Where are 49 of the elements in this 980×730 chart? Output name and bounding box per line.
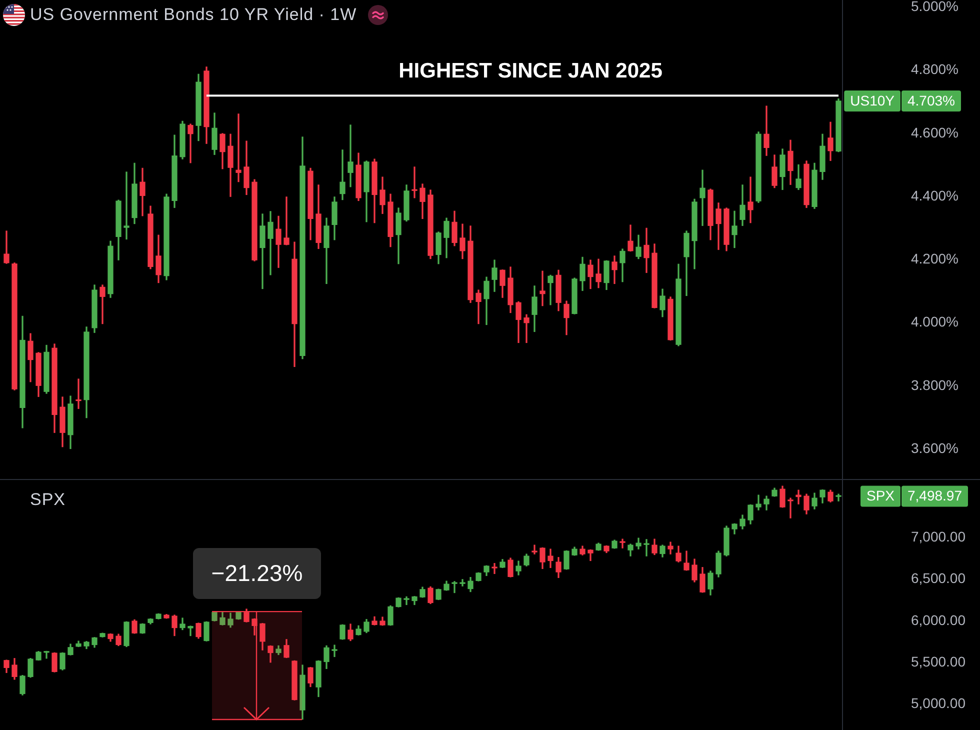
y-tick-label: 3.800%	[911, 376, 958, 393]
candlestick	[412, 166, 418, 198]
candlestick	[524, 314, 530, 344]
candlestick	[748, 176, 754, 224]
candlestick	[452, 581, 458, 594]
candlestick	[756, 494, 762, 510]
candlestick	[492, 563, 498, 574]
candlestick	[644, 539, 650, 556]
candlestick	[188, 124, 194, 164]
text: SPX	[30, 490, 66, 510]
candlestick	[548, 274, 554, 306]
y-tick-label: 7,000.00	[911, 528, 966, 545]
text: 7,498.97	[908, 488, 962, 504]
candlestick	[700, 170, 706, 226]
candlestick	[76, 378, 82, 409]
y-tick-label: 6,500.00	[911, 570, 966, 586]
candlestick	[188, 626, 194, 636]
candlestick	[100, 284, 106, 324]
candlestick	[332, 644, 338, 658]
candlestick	[124, 172, 130, 240]
candlestick	[348, 124, 354, 188]
y-tick-label: 4.800%	[911, 61, 958, 78]
text: SPX	[866, 488, 896, 504]
candlestick	[796, 490, 802, 504]
candlestick	[532, 544, 538, 554]
y-tick-label: 5,500.00	[911, 653, 966, 670]
candlestick	[788, 498, 794, 518]
y-tick-label: 5.000%	[911, 0, 958, 14]
candlestick	[460, 579, 466, 586]
candlestick	[236, 114, 242, 182]
y-tick-label: 4.200%	[911, 250, 958, 267]
y-tick-label: 4.400%	[911, 187, 958, 204]
candlestick	[284, 196, 290, 246]
candlestick	[340, 150, 346, 200]
candlestick	[620, 538, 626, 548]
chart-title: US Government Bonds 10 YR Yield · 1W	[30, 5, 357, 25]
text: 4.703%	[908, 92, 955, 108]
text: US10Y	[850, 92, 896, 108]
y-tick-label: 3.600%	[911, 440, 958, 456]
annotation: −21.23%	[193, 548, 321, 599]
candlestick	[836, 494, 842, 502]
ref-line-label: HIGHEST SINCE JAN 2025	[398, 60, 663, 83]
y-tick-label: 5,000.00	[911, 694, 966, 711]
y-tick-label: 4.000%	[911, 314, 958, 330]
y-tick-label: 6,000.00	[911, 612, 966, 628]
candlestick	[404, 596, 410, 606]
y-tick-label: 4.600%	[911, 124, 958, 140]
candlestick	[540, 270, 546, 306]
candlestick	[44, 650, 50, 659]
